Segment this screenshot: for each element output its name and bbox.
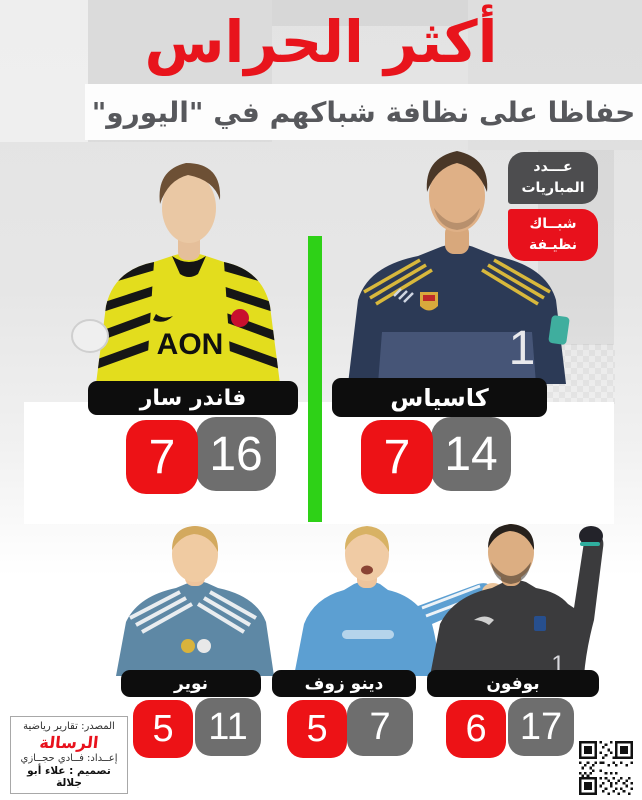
photo-dino-zoff (246, 524, 506, 680)
legend-matches-line1: عـــدد (533, 159, 573, 175)
page-title: أكثر الحراس (144, 8, 498, 76)
photo-buffon: 1 (416, 524, 606, 680)
clean-sheets-value-dino-zoff: 5 (287, 700, 347, 758)
player-name: نوير (174, 673, 208, 694)
prepared-by-line: إعــداد: فــادي حجــازي (20, 753, 118, 764)
clean-sheets-value-buffon: 6 (446, 700, 506, 758)
clean-sheets-value-van-der-sar: 7 (126, 420, 198, 494)
name-plate-van-der-sar: فاندر سار (88, 381, 298, 415)
player-name: دينو زوف (304, 673, 384, 694)
matches-value-buffon: 17 (508, 698, 574, 756)
legend-clean-sheets-badge: شبــاك نظيـفة (508, 209, 598, 261)
casillas-jersey-number: 1 (509, 322, 536, 375)
source-line: المصدر: تقارير رياضية (23, 721, 115, 732)
name-plate-buffon: بوفون (427, 670, 599, 697)
photo-casillas: 1 (326, 144, 588, 388)
legend-clean-line1: شبــاك (529, 216, 577, 232)
name-plate-neuer: نوير (121, 670, 261, 697)
matches-value-van-der-sar: 16 (196, 417, 276, 491)
clean-sheets-value-neuer: 5 (133, 700, 193, 758)
matches-value-neuer: 11 (195, 698, 261, 756)
credits-box: المصدر: تقارير رياضية الرسالة إعــداد: ف… (10, 716, 128, 794)
qr-code (576, 739, 636, 797)
subtitle-band: حفاظا على نظافة شباكهم في "اليورو" (85, 84, 642, 140)
clean-sheets-value-casillas: 7 (361, 420, 433, 494)
green-divider (308, 236, 322, 522)
player-name: بوفون (486, 673, 540, 694)
legend-clean-line2: نظيـفة (529, 237, 577, 253)
page-subtitle: حفاظا على نظافة شباكهم في "اليورو" (91, 95, 636, 129)
photo-van-der-sar: AON (68, 158, 308, 388)
vandersar-jersey-text: AON (157, 328, 224, 361)
matches-value-casillas: 14 (431, 417, 511, 491)
matches-value-dino-zoff: 7 (347, 698, 413, 756)
name-plate-casillas: كاسياس (332, 378, 547, 417)
player-name: فاندر سار (139, 385, 247, 411)
legend-matches-badge: عـــدد المباريات (508, 152, 598, 204)
designed-by-line: تصميم : علاء أبو جلالة (27, 765, 111, 789)
player-name: كاسياس (390, 383, 489, 412)
legend-matches-line2: المباريات (521, 180, 585, 196)
alresala-logo: الرسالة (38, 733, 100, 752)
photo-neuer (106, 526, 282, 680)
name-plate-dino-zoff: دينو زوف (272, 670, 416, 697)
